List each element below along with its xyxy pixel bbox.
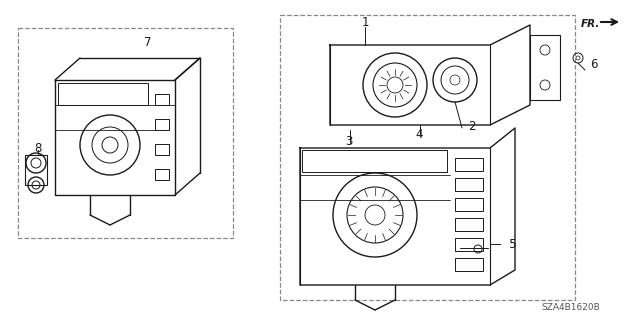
Bar [155,144,169,155]
Text: 6: 6 [590,58,598,71]
Bar [455,158,483,171]
Text: 1: 1 [361,16,369,28]
Bar [455,218,483,231]
Text: 7: 7 [144,35,152,48]
Bar [455,198,483,211]
Text: SZA4B1620B: SZA4B1620B [541,303,600,313]
Bar [455,258,483,271]
Text: FR.: FR. [580,19,600,29]
Bar [455,238,483,251]
Bar [58,83,148,105]
Bar [155,169,169,180]
Text: 3: 3 [345,135,353,148]
Text: —  5: — 5 [490,238,516,251]
Bar [302,150,447,172]
Bar [280,15,575,300]
Bar [155,119,169,130]
Bar [25,155,47,185]
Bar [455,178,483,191]
Bar [155,94,169,105]
Text: 4: 4 [415,128,422,141]
Text: 8: 8 [35,142,42,154]
Text: 2: 2 [468,120,476,133]
Bar [530,35,560,100]
Bar [18,28,233,238]
